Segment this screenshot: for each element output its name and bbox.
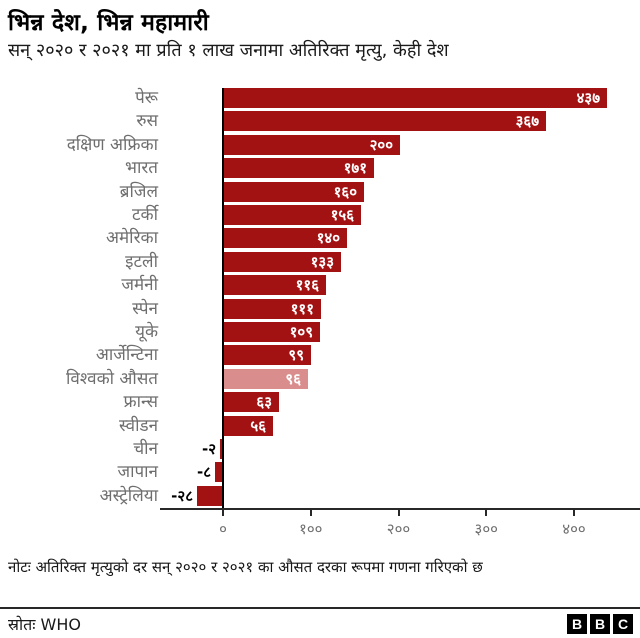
bar xyxy=(224,158,374,178)
bar-value-label: १०९ xyxy=(289,323,313,341)
bar-value-label: १६० xyxy=(333,183,357,201)
country-label: फ्रान्स xyxy=(123,392,158,412)
x-axis-tick-label: ० xyxy=(219,520,227,538)
x-axis-tick xyxy=(222,510,224,516)
source-label: स्रोतः WHO xyxy=(8,614,82,634)
chart-note: नोटः अतिरिक्त मृत्युको दर सन् २०२० र २०२… xyxy=(8,558,483,576)
x-axis-tick xyxy=(397,510,400,516)
country-label: टर्की xyxy=(131,205,158,225)
bar-value-label: १४० xyxy=(316,229,340,247)
bar xyxy=(224,205,361,225)
bbc-logo-block: B xyxy=(567,613,587,634)
country-label: पेरू xyxy=(135,88,158,108)
bar-value-label: ६३ xyxy=(256,393,272,411)
bar-chart: पेरू ४३७ रुस ३६७ दक्षिण अफ्रिका २०० भारत १७१ ब्र… xyxy=(0,88,640,540)
bar-value-label: १५६ xyxy=(330,206,354,224)
country-label: विश्वको औसत xyxy=(66,369,158,389)
bar xyxy=(224,369,308,389)
bar-value-label: ३६७ xyxy=(515,112,539,130)
x-axis-tick xyxy=(309,510,312,516)
bar-value-label: २०० xyxy=(369,136,393,154)
country-label: जापान xyxy=(117,462,158,482)
bar xyxy=(224,228,347,248)
bar-value-label: ९९ xyxy=(288,346,304,364)
bar-value-label: ११६ xyxy=(295,276,319,294)
page-title: भिन्न देश, भिन्न महामारी xyxy=(8,10,209,36)
country-label: स्पेन xyxy=(132,299,158,319)
bar-value-label: १७१ xyxy=(343,159,367,177)
bar-value-label: १३३ xyxy=(310,253,334,271)
zero-axis-line xyxy=(222,88,224,509)
country-label: भारत xyxy=(125,158,158,178)
bar xyxy=(224,392,279,412)
x-axis-tick-label: २०० xyxy=(386,520,411,538)
x-axis-tick xyxy=(485,510,488,516)
bar xyxy=(224,252,341,272)
bar-value-label: -२८ xyxy=(171,487,193,505)
bar xyxy=(197,486,222,506)
country-label: ब्रजिल xyxy=(119,182,158,202)
country-label: इटली xyxy=(125,252,158,272)
bar xyxy=(224,275,326,295)
chart-header: भिन्न देश, भिन्न महामारी सन् २०२० र २०२१… xyxy=(0,0,640,64)
bar xyxy=(215,462,222,482)
x-axis-tick-label: ४०० xyxy=(562,520,586,538)
country-label: यूके xyxy=(135,322,158,342)
x-axis-line xyxy=(160,508,640,510)
bar-value-label: ९६ xyxy=(285,370,301,388)
bar xyxy=(220,439,222,459)
country-label: दक्षिण अफ्रिका xyxy=(66,135,158,155)
bar-value-label: १११ xyxy=(290,300,314,318)
bar xyxy=(224,416,273,436)
country-label: आर्जेन्टिना xyxy=(95,345,158,365)
country-label: चीन xyxy=(133,439,158,459)
x-axis-tick-label: ३०० xyxy=(474,520,498,538)
bar xyxy=(224,322,320,342)
bar-value-label: ४३७ xyxy=(576,89,600,107)
bar xyxy=(224,135,400,155)
country-label: जर्मनी xyxy=(121,275,158,295)
x-axis-tick-label: १०० xyxy=(299,520,323,538)
country-label: अमेरिका xyxy=(106,228,158,248)
bbc-logo-block: B xyxy=(590,613,610,634)
bar xyxy=(224,88,607,108)
bar xyxy=(224,111,546,131)
bar-value-label: -८ xyxy=(196,463,211,481)
bar xyxy=(224,299,321,319)
x-axis-tick xyxy=(573,510,575,516)
bar-value-label: -२ xyxy=(201,440,216,458)
bbc-logo-block: C xyxy=(613,613,633,634)
country-label: रुस xyxy=(136,111,158,131)
bar-value-label: ५६ xyxy=(250,417,266,435)
page-subtitle: सन् २०२० र २०२१ मा प्रति १ लाख जनामा अति… xyxy=(8,40,449,61)
bar xyxy=(224,182,364,202)
bar xyxy=(224,345,311,365)
country-label: स्वीडन xyxy=(119,416,158,436)
country-label: अस्ट्रेलिया xyxy=(99,486,158,506)
